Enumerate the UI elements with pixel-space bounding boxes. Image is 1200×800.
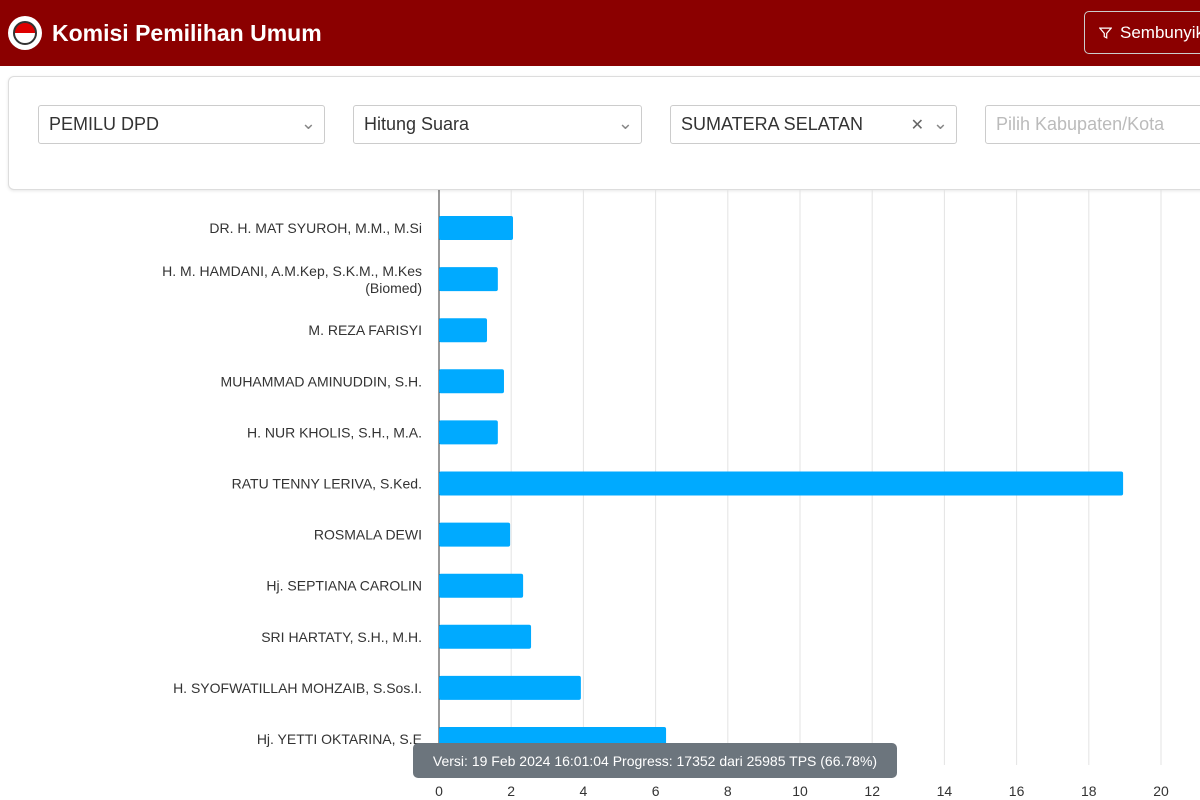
x-tick-label: 6 xyxy=(652,783,660,799)
category-label: SRI HARTATY, S.H., M.H. xyxy=(261,629,422,645)
category-label: Hj. SEPTIANA CAROLIN xyxy=(266,578,422,594)
header: Komisi Pemilihan Umum Sembunyikan xyxy=(0,0,1200,66)
filter-panel: PEMILU DPD ⌄ Hitung Suara ⌄ SUMATERA SELAT… xyxy=(8,76,1200,190)
hide-filter-button[interactable]: Sembunyikan xyxy=(1084,11,1200,54)
bar xyxy=(439,573,524,598)
bar xyxy=(439,471,1124,496)
clear-icon[interactable]: ✕ xyxy=(910,117,924,134)
category-label: MUHAMMAD AMINUDDIN, S.H. xyxy=(221,373,422,389)
x-tick-label: 18 xyxy=(1081,783,1097,799)
category-label: (Biomed) xyxy=(365,280,422,296)
x-tick-label: 4 xyxy=(580,783,588,799)
category-label: H. NUR KHOLIS, S.H., M.A. xyxy=(247,424,422,440)
app-title: Komisi Pemilihan Umum xyxy=(52,19,322,46)
chevron-down-icon: ⌄ xyxy=(932,113,948,133)
hide-filter-label: Sembunyikan xyxy=(1119,22,1200,42)
x-tick-label: 14 xyxy=(937,783,953,799)
bar xyxy=(439,624,532,649)
election-value: PEMILU DPD xyxy=(49,114,160,134)
x-tick-label: 16 xyxy=(1009,783,1025,799)
bar xyxy=(439,318,488,343)
x-tick-label: 10 xyxy=(792,783,808,799)
x-tick-label: 8 xyxy=(724,783,732,799)
regency-select[interactable]: Pilih Kabupaten/Kota xyxy=(985,105,1200,144)
category-label: Hj. YETTI OKTARINA, S.E xyxy=(257,731,422,747)
bar xyxy=(439,420,498,445)
chevron-down-icon: ⌄ xyxy=(617,113,633,133)
category-label: H. SYOFWATILLAH MOHZAIB, S.Sos.I. xyxy=(173,680,422,696)
regency-placeholder: Pilih Kabupaten/Kota xyxy=(996,114,1165,134)
category-label: ROSMALA DEWI xyxy=(314,527,422,543)
vote-bar-chart: 0 2 4 6 8 10 12 14 16 18 20 DR. H. MAT SYUROH, M.M.… xyxy=(162,190,1169,799)
mode-value: Hitung Suara xyxy=(364,114,470,134)
bar xyxy=(439,522,511,547)
province-value: SUMATERA SELATAN xyxy=(681,114,864,134)
category-label: H. M. HAMDANI, A.M.Kep, S.K.M., M.Kes xyxy=(162,263,422,279)
bar xyxy=(439,675,581,700)
bar xyxy=(439,216,514,240)
bar xyxy=(439,369,504,394)
chevron-down-icon: ⌄ xyxy=(300,113,316,133)
category-label: M. REZA FARISYI xyxy=(308,322,422,338)
province-select[interactable]: SUMATERA SELATAN ✕ ⌄ xyxy=(670,105,957,144)
category-label: DR. H. MAT SYUROH, M.M., M.Si xyxy=(209,220,422,236)
election-select[interactable]: PEMILU DPD ⌄ xyxy=(38,105,325,144)
kpu-logo[interactable] xyxy=(8,16,42,50)
x-tick-label: 2 xyxy=(507,783,515,799)
x-tick-label: 20 xyxy=(1153,783,1169,799)
version-tooltip: Versi: 19 Feb 2024 16:01:04 Progress: 17… xyxy=(413,743,897,778)
x-tick-label: 0 xyxy=(435,783,443,799)
filter-icon xyxy=(1099,27,1112,39)
mode-select[interactable]: Hitung Suara ⌄ xyxy=(353,105,642,144)
category-label: RATU TENNY LERIVA, S.Ked. xyxy=(232,476,422,492)
bar xyxy=(439,267,498,292)
x-tick-label: 12 xyxy=(864,783,880,799)
